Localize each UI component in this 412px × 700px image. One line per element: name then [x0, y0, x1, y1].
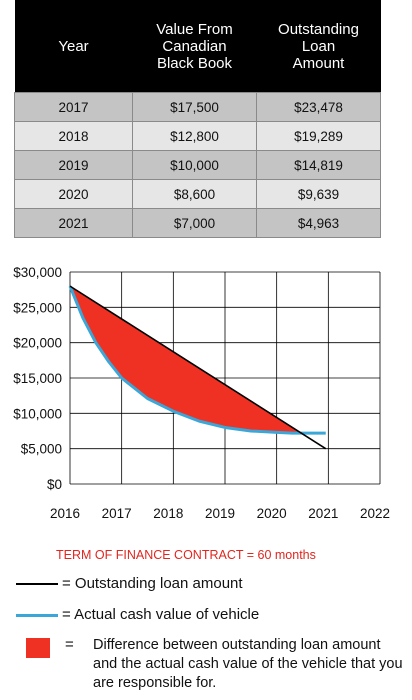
y-tick-label: $5,000	[21, 442, 62, 457]
y-tick-label: $10,000	[13, 406, 62, 421]
legend-loan-label: = Outstanding loan amount	[62, 575, 243, 592]
cell-year: 2017	[14, 92, 133, 122]
chart-marks	[68, 285, 327, 450]
x-tick-label: 2020	[257, 506, 287, 521]
cell-year: 2018	[14, 121, 133, 151]
term-note: TERM OF FINANCE CONTRACT = 60 months	[56, 548, 316, 562]
cell-value: $8,600	[132, 179, 257, 209]
cell-year: 2021	[14, 208, 133, 238]
legend-equals: =	[65, 636, 74, 653]
cell-loan: $4,963	[256, 208, 381, 238]
x-tick-label: 2019	[205, 506, 235, 521]
x-tick-label: 2017	[102, 506, 132, 521]
cell-value: $10,000	[132, 150, 257, 180]
red-swatch-icon	[26, 638, 50, 658]
blue-line-icon	[16, 613, 58, 617]
y-tick-label: $30,000	[13, 265, 62, 280]
header-value: Value From Canadian Black Book	[132, 0, 257, 93]
loan-vs-value-chart: $30,000 $25,000 $20,000 $15,000 $10,000 $5,00…	[13, 265, 390, 521]
x-tick-label: 2021	[308, 506, 338, 521]
y-tick-label: $25,000	[13, 300, 62, 315]
cell-loan: $19,289	[256, 121, 381, 151]
legend-item-loan: = Outstanding loan amount	[16, 575, 243, 592]
x-axis: 2016 2017 2018 2019 2020 2021 2022	[50, 506, 390, 521]
chart-grid	[69, 271, 381, 485]
depreciation-table: Year Value From Canadian Black Book Outs…	[14, 0, 381, 238]
table-row: 2020 $8,600 $9,639	[14, 179, 381, 209]
x-tick-label: 2018	[153, 506, 183, 521]
cell-value: $17,500	[132, 92, 257, 122]
table-row: 2017 $17,500 $23,478	[14, 92, 381, 122]
cell-value: $7,000	[132, 208, 257, 238]
legend-difference-label: Difference between outstanding loan amou…	[93, 637, 403, 691]
black-line-icon	[16, 583, 58, 586]
x-tick-label: 2016	[50, 506, 80, 521]
cell-year: 2020	[14, 179, 133, 209]
legend-value-label: = Actual cash value of vehicle	[62, 606, 260, 623]
y-tick-label: $20,000	[13, 336, 62, 351]
x-tick-label: 2022	[360, 506, 390, 521]
cell-value: $12,800	[132, 121, 257, 151]
value-curve	[68, 285, 326, 435]
table-row: 2018 $12,800 $19,289	[14, 121, 381, 151]
legend-item-value: = Actual cash value of vehicle	[16, 606, 259, 623]
table-header-row: Year Value From Canadian Black Book Outs…	[14, 0, 381, 93]
cell-loan: $23,478	[256, 92, 381, 122]
y-axis: $30,000 $25,000 $20,000 $15,000 $10,000 $5,00…	[13, 265, 62, 492]
y-tick-label: $15,000	[13, 371, 62, 386]
table-row: 2019 $10,000 $14,819	[14, 150, 381, 180]
cell-year: 2019	[14, 150, 133, 180]
y-tick-label: $0	[47, 477, 62, 492]
loan-line	[69, 285, 327, 450]
header-year: Year	[14, 0, 133, 93]
cell-loan: $14,819	[256, 150, 381, 180]
table-row: 2021 $7,000 $4,963	[14, 208, 381, 238]
header-loan: Outstanding Loan Amount	[256, 0, 381, 93]
cell-loan: $9,639	[256, 179, 381, 209]
